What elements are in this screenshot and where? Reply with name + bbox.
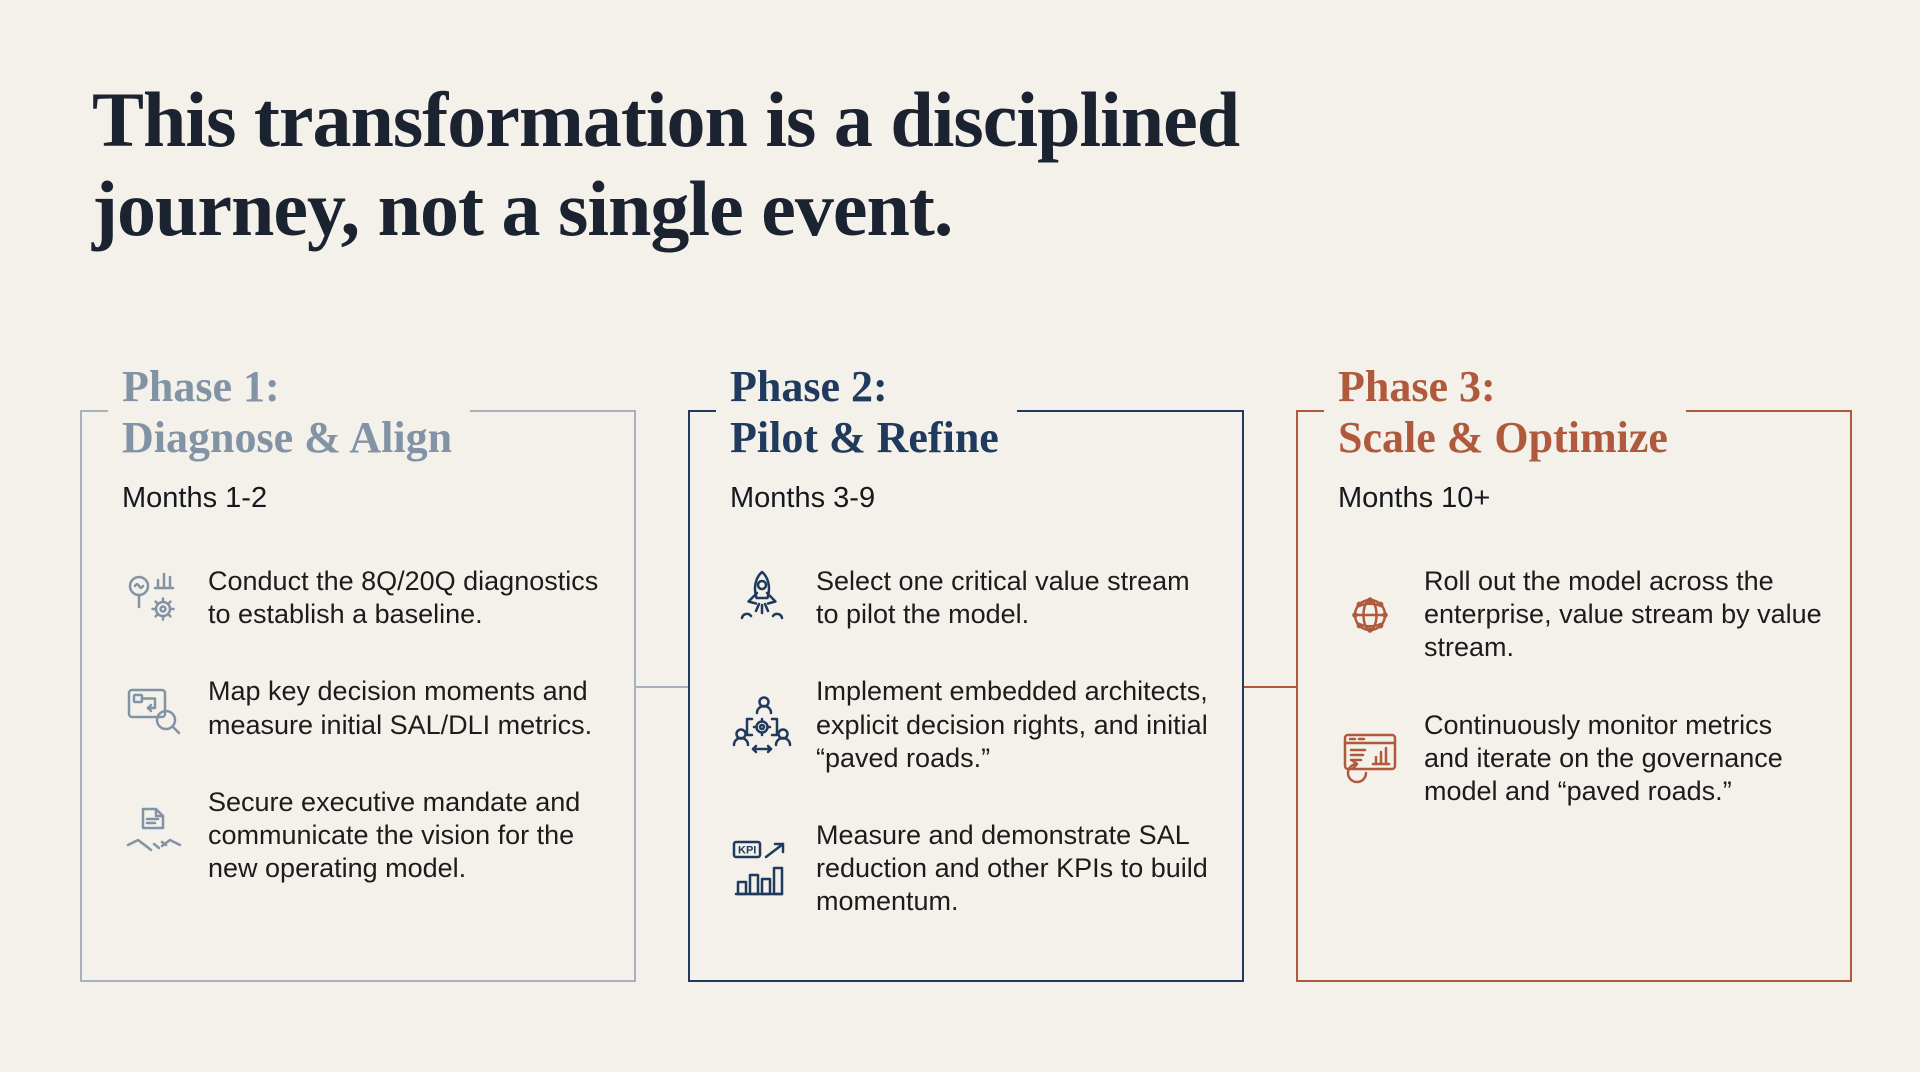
phase-1-label: Phase 1: [122, 361, 280, 411]
phase-1-item-3-text: Secure executive mandate and communicate… [208, 786, 581, 884]
diagnostics-icon [122, 566, 186, 630]
phase-2-item-3-text: Measure and demonstrate SAL reduction an… [816, 820, 1208, 917]
phase-3-items: Roll out the model across the enterprise… [1338, 565, 1822, 808]
phase-2-label: Phase 2: [730, 361, 888, 411]
phase-1-timeframe: Months 1-2 [122, 482, 268, 514]
list-item: Continuously monitor metrics and iterate… [1338, 709, 1822, 809]
list-item: Conduct the 8Q/20Q diagnostics to establ… [122, 565, 606, 631]
connector-phase2-phase3 [1244, 686, 1296, 688]
phase-3-timeframe: Months 10+ [1338, 482, 1491, 514]
rocket-icon [730, 566, 794, 630]
phase-1-items: Conduct the 8Q/20Q diagnostics to establ… [122, 565, 606, 885]
phase-3-name: Scale & Optimize [1338, 413, 1668, 462]
phase-2-item-1-text: Select one critical value stream to pilo… [816, 566, 1190, 630]
phase-1-item-1-text: Conduct the 8Q/20Q diagnostics to establ… [208, 566, 599, 630]
phase-1-title: Phase 1: Diagnose & Align [108, 356, 471, 468]
slide-headline: This transformation is a disciplined jou… [92, 76, 1240, 254]
phase-2-name: Pilot & Refine [730, 413, 999, 462]
phase-2-timeframe: Months 3-9 [730, 482, 876, 514]
embedded-architects-icon [730, 693, 794, 757]
global-rollout-icon [1338, 583, 1402, 647]
phase-1-name: Diagnose & Align [122, 413, 453, 462]
phase-3-label: Phase 3: [1338, 361, 1496, 411]
phase-1-box: Phase 1: Diagnose & Align Months 1-2 [80, 356, 636, 982]
list-item: Map key decision moments and measure ini… [122, 675, 606, 741]
phase-3-item-1-text: Roll out the model across the enterprise… [1424, 566, 1822, 663]
phase-3-item-2-text: Continuously monitor metrics and iterate… [1424, 709, 1783, 807]
kpi-growth-icon: KPI [730, 837, 794, 901]
svg-text:KPI: KPI [738, 844, 756, 856]
phase-2-box: Phase 2: Pilot & Refine Months 3-9 [688, 356, 1244, 982]
phase-3-box: Phase 3: Scale & Optimize Months 10+ [1296, 356, 1852, 982]
list-item: Secure executive mandate and communicate… [122, 786, 606, 886]
headline-line-1: This transformation is a disciplined [92, 76, 1240, 163]
list-item: Select one critical value stream to pilo… [730, 565, 1214, 631]
connector-phase1-phase2 [636, 686, 688, 688]
phase-3-title: Phase 3: Scale & Optimize [1324, 356, 1686, 468]
headline-line-2: journey, not a single event. [92, 164, 953, 252]
list-item: Implement embedded architects, explicit … [730, 675, 1214, 775]
phases-row: Phase 1: Diagnose & Align Months 1-2 [80, 356, 1852, 982]
decision-mapping-icon [122, 677, 186, 741]
phase-2-items: Select one critical value stream to pilo… [730, 565, 1214, 919]
list-item: Roll out the model across the enterprise… [1338, 565, 1822, 665]
phase-1-item-2-text: Map key decision moments and measure ini… [208, 676, 593, 740]
phase-2-item-2-text: Implement embedded architects, explicit … [816, 676, 1208, 773]
monitor-iterate-icon [1338, 726, 1402, 790]
mandate-handshake-icon [122, 804, 186, 868]
list-item: KPI Measure and demonstrate SAL reductio… [730, 819, 1214, 919]
phase-2-title: Phase 2: Pilot & Refine [716, 356, 1017, 468]
